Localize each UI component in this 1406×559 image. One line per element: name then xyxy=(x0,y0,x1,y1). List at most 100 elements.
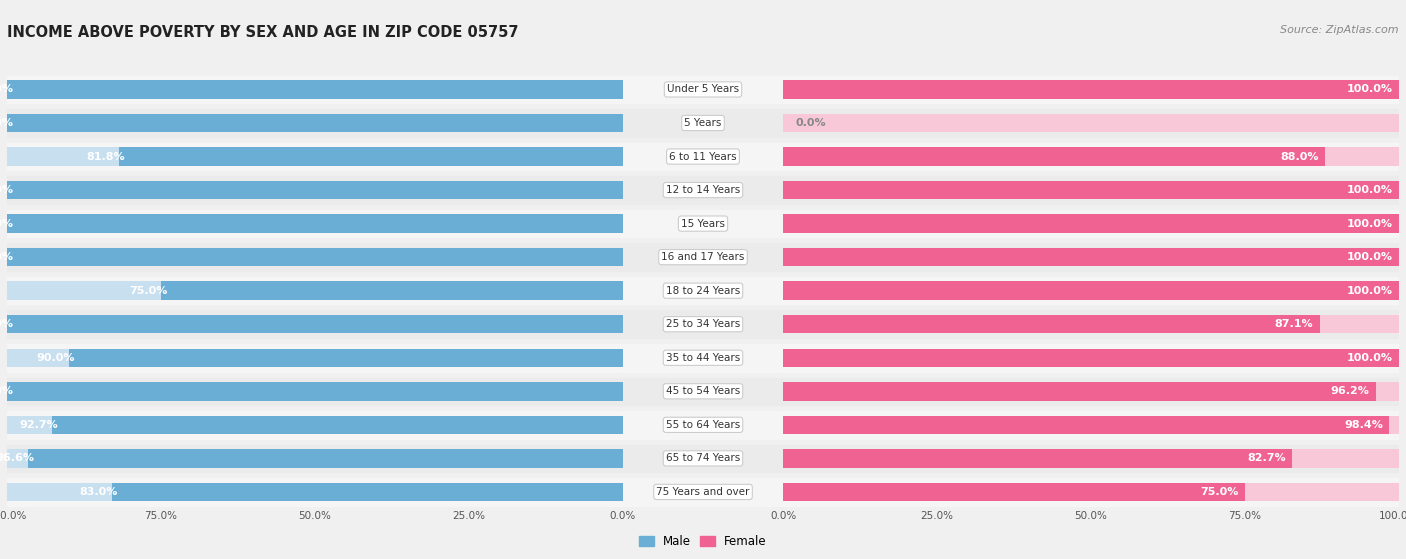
Text: 12 to 14 Years: 12 to 14 Years xyxy=(666,185,740,195)
Bar xyxy=(783,483,1244,501)
Bar xyxy=(623,444,783,472)
Bar xyxy=(7,243,623,271)
Text: 100.0%: 100.0% xyxy=(0,219,13,229)
Bar xyxy=(111,483,623,501)
Bar xyxy=(783,80,1399,99)
Bar xyxy=(623,344,783,372)
Text: 100.0%: 100.0% xyxy=(1347,353,1393,363)
Bar xyxy=(7,248,623,267)
Legend: Male, Female: Male, Female xyxy=(634,530,772,553)
Bar xyxy=(783,344,1399,372)
Bar xyxy=(783,148,1324,166)
Bar xyxy=(7,315,623,333)
Bar xyxy=(783,315,1319,333)
Bar xyxy=(7,80,623,99)
Text: 100.0%: 100.0% xyxy=(1347,185,1393,195)
Bar xyxy=(783,449,1292,467)
Text: 96.2%: 96.2% xyxy=(1330,386,1369,396)
Bar xyxy=(7,416,623,434)
Bar xyxy=(623,478,783,506)
Bar xyxy=(783,243,1399,271)
Bar xyxy=(783,444,1399,472)
Bar xyxy=(623,377,783,405)
Bar xyxy=(623,143,783,170)
Bar xyxy=(7,181,623,200)
Bar xyxy=(623,210,783,238)
Bar xyxy=(783,277,1399,305)
Text: INCOME ABOVE POVERTY BY SEX AND AGE IN ZIP CODE 05757: INCOME ABOVE POVERTY BY SEX AND AGE IN Z… xyxy=(7,25,519,40)
Bar xyxy=(783,215,1399,233)
Text: 15 Years: 15 Years xyxy=(681,219,725,229)
Bar xyxy=(783,382,1399,400)
Text: Source: ZipAtlas.com: Source: ZipAtlas.com xyxy=(1281,25,1399,35)
Text: 65 to 74 Years: 65 to 74 Years xyxy=(666,453,740,463)
Text: 100.0%: 100.0% xyxy=(1347,219,1393,229)
Bar xyxy=(28,449,623,467)
Text: 75 Years and over: 75 Years and over xyxy=(657,487,749,497)
Bar xyxy=(7,382,623,400)
Text: 88.0%: 88.0% xyxy=(1281,151,1319,162)
Text: 18 to 24 Years: 18 to 24 Years xyxy=(666,286,740,296)
Bar xyxy=(52,416,623,434)
Bar xyxy=(783,210,1399,238)
Bar xyxy=(783,349,1399,367)
Text: 82.7%: 82.7% xyxy=(1247,453,1286,463)
Bar xyxy=(783,80,1399,99)
Bar xyxy=(7,282,623,300)
Bar xyxy=(783,109,1399,137)
Bar xyxy=(783,75,1399,103)
Text: 96.6%: 96.6% xyxy=(0,453,34,463)
Bar xyxy=(783,282,1399,300)
Bar xyxy=(7,349,623,367)
Bar xyxy=(623,243,783,271)
Text: 16 and 17 Years: 16 and 17 Years xyxy=(661,252,745,262)
Bar xyxy=(783,143,1399,170)
Text: 87.1%: 87.1% xyxy=(1275,319,1313,329)
Text: 45 to 54 Years: 45 to 54 Years xyxy=(666,386,740,396)
Text: 81.8%: 81.8% xyxy=(87,151,125,162)
Bar xyxy=(7,478,623,506)
Bar xyxy=(783,478,1399,506)
Text: 5 Years: 5 Years xyxy=(685,118,721,128)
Text: 55 to 64 Years: 55 to 64 Years xyxy=(666,420,740,430)
Bar xyxy=(783,377,1399,405)
Text: 100.0%: 100.0% xyxy=(0,118,13,128)
Bar xyxy=(7,181,623,200)
Bar xyxy=(7,444,623,472)
Bar xyxy=(69,349,623,367)
Bar xyxy=(7,210,623,238)
Text: 92.7%: 92.7% xyxy=(20,420,58,430)
Bar xyxy=(783,181,1399,200)
Text: 100.0%: 100.0% xyxy=(0,185,13,195)
Bar xyxy=(783,416,1389,434)
Bar xyxy=(7,382,623,400)
Bar xyxy=(7,143,623,170)
Bar xyxy=(7,310,623,338)
Bar xyxy=(783,315,1399,333)
Bar xyxy=(783,416,1399,434)
Bar xyxy=(783,382,1375,400)
Text: 75.0%: 75.0% xyxy=(1201,487,1239,497)
Bar xyxy=(783,282,1399,300)
Bar xyxy=(783,181,1399,200)
Text: 83.0%: 83.0% xyxy=(80,487,118,497)
Bar xyxy=(783,449,1399,467)
Text: 100.0%: 100.0% xyxy=(0,319,13,329)
Bar xyxy=(783,148,1399,166)
Bar xyxy=(7,176,623,204)
Text: 100.0%: 100.0% xyxy=(0,386,13,396)
Bar xyxy=(623,109,783,137)
Bar xyxy=(162,282,623,300)
Bar xyxy=(623,176,783,204)
Bar xyxy=(783,483,1399,501)
Bar xyxy=(7,315,623,333)
Bar xyxy=(783,248,1399,267)
Bar xyxy=(783,248,1399,267)
Bar xyxy=(7,483,623,501)
Bar xyxy=(7,248,623,267)
Text: 90.0%: 90.0% xyxy=(37,353,75,363)
Bar xyxy=(783,411,1399,439)
Bar xyxy=(7,411,623,439)
Text: 98.4%: 98.4% xyxy=(1344,420,1384,430)
Bar xyxy=(623,277,783,305)
